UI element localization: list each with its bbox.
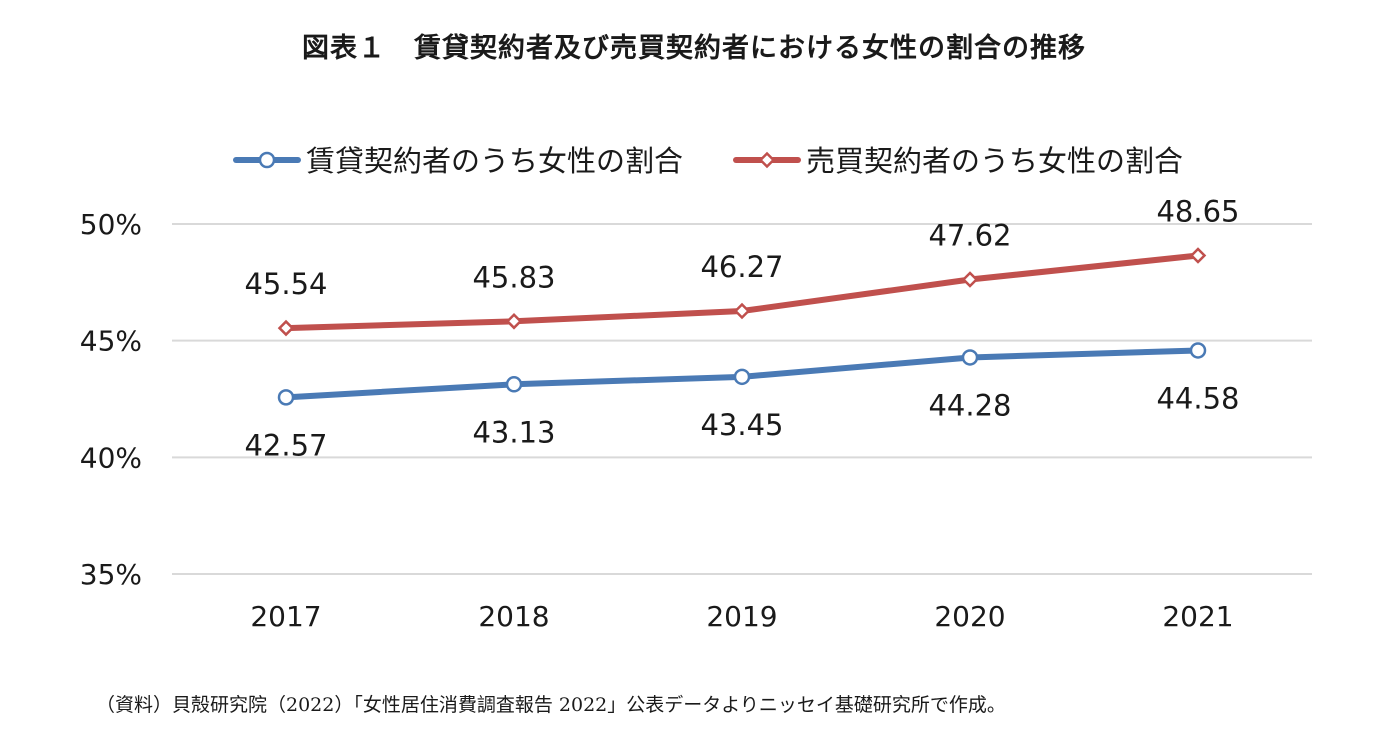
data-point: [277, 319, 295, 337]
series-markers: [277, 247, 1207, 406]
data-point: [961, 271, 979, 288]
gridlines: [172, 223, 1312, 575]
legend: 賃貸契約者のうち女性の割合 売買契約者のうち女性の割合: [233, 144, 1183, 178]
data-label: 44.28: [928, 388, 1011, 422]
x-tick-label: 2019: [706, 600, 777, 633]
source-note: （資料）貝殻研究院（2022）「女性居住消費調査報告 2022」公表データよりニ…: [96, 694, 1006, 716]
x-tick-label: 2018: [478, 600, 549, 633]
x-tick-label: 2020: [934, 600, 1005, 633]
data-label: 45.83: [472, 260, 555, 294]
chart-title: 図表１ 賃貸契約者及び売買契約者における女性の割合の推移: [302, 33, 1086, 64]
legend-marker: [758, 151, 776, 169]
legend-label: 賃貸契約者のうち女性の割合: [306, 144, 683, 178]
data-label: 46.27: [700, 250, 783, 284]
data-point: [733, 302, 751, 320]
data-point: [277, 389, 295, 406]
data-point: [505, 313, 523, 330]
x-axis-ticks: 2017 2018 2019 2020 2021: [250, 600, 1233, 633]
data-point: [733, 368, 751, 386]
y-tick-label: 50%: [80, 208, 142, 241]
data-labels: 42.57 43.13 43.45 44.28 44.58 45.54 45.83 46.27…: [244, 195, 1239, 463]
y-tick-label: 40%: [80, 441, 142, 474]
x-tick-label: 2017: [250, 600, 321, 633]
x-tick-label: 2021: [1162, 600, 1233, 633]
y-tick-label: 35%: [80, 558, 142, 591]
data-point: [961, 349, 979, 366]
data-label: 45.54: [244, 267, 327, 301]
legend-marker: [258, 151, 276, 169]
data-point: [1189, 247, 1207, 264]
data-label: 47.62: [928, 219, 1011, 253]
y-axis-ticks: 35% 40% 45% 50%: [80, 208, 142, 591]
data-label: 44.58: [1156, 381, 1239, 415]
data-label: 43.45: [700, 408, 783, 442]
data-label: 43.13: [472, 415, 555, 449]
data-label: 48.65: [1156, 195, 1239, 229]
y-tick-label: 45%: [80, 325, 142, 358]
legend-label: 売買契約者のうち女性の割合: [806, 144, 1183, 178]
data-point: [505, 376, 523, 393]
data-point: [1189, 342, 1207, 359]
data-label: 42.57: [244, 428, 327, 462]
